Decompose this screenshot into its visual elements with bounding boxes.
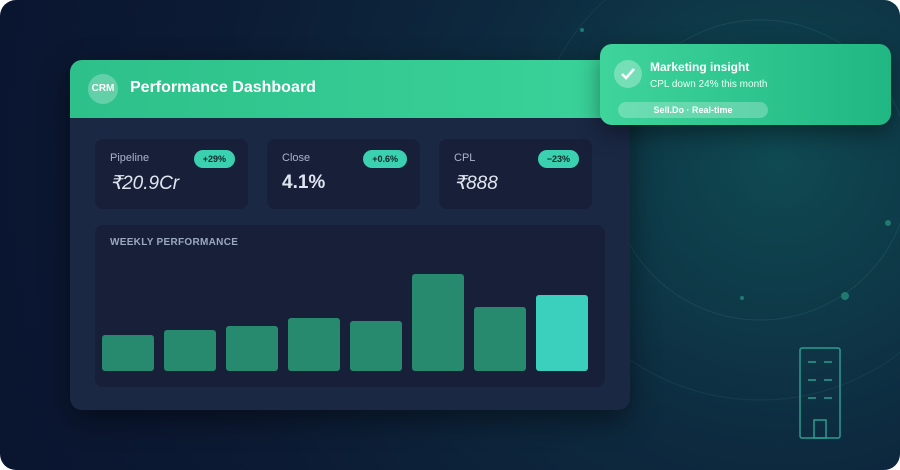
kpi-label: Pipeline (110, 152, 150, 164)
kpi-label: Close (282, 152, 311, 164)
bar (102, 335, 154, 371)
kpi-card: Pipeline ₹20.9Cr +29% (95, 139, 248, 209)
kpi-card: CPL ₹888 −23% (439, 139, 592, 209)
kpi-label: CPL (454, 152, 476, 164)
logo: CRM (88, 74, 118, 104)
bar (164, 330, 216, 371)
header: CRM Performance Dashboard (70, 60, 630, 118)
bar (288, 318, 340, 371)
kpi-change: +0.6% (363, 150, 407, 168)
bar (412, 274, 464, 371)
kpi-value: ₹20.9Cr (110, 173, 180, 194)
kpi-value: 4.1% (282, 172, 326, 193)
toast-tag: Sell.Do · Real-time (618, 102, 768, 118)
bar-chart (102, 274, 588, 371)
kpi-card: Close 4.1% +0.6% (267, 139, 420, 209)
bar (226, 326, 278, 371)
toast-message: CPL down 24% this month (650, 79, 768, 90)
bar (350, 321, 402, 371)
bar (536, 295, 588, 371)
toast-title: Marketing insight (650, 60, 750, 74)
kpi-value: ₹888 (454, 173, 498, 194)
bar (474, 307, 526, 371)
kpi-change: −23% (537, 150, 579, 168)
chart-panel: WEEKLY PERFORMANCE (95, 225, 605, 387)
toast: Marketing insight CPL down 24% this mont… (600, 44, 891, 125)
chart-title: WEEKLY PERFORMANCE (110, 237, 239, 248)
dashboard-card: CRM Performance Dashboard WEEKLY PERFORM… (70, 60, 630, 410)
kpi-change: +29% (193, 150, 235, 168)
check-icon (614, 60, 642, 88)
title: Performance Dashboard (130, 79, 316, 96)
